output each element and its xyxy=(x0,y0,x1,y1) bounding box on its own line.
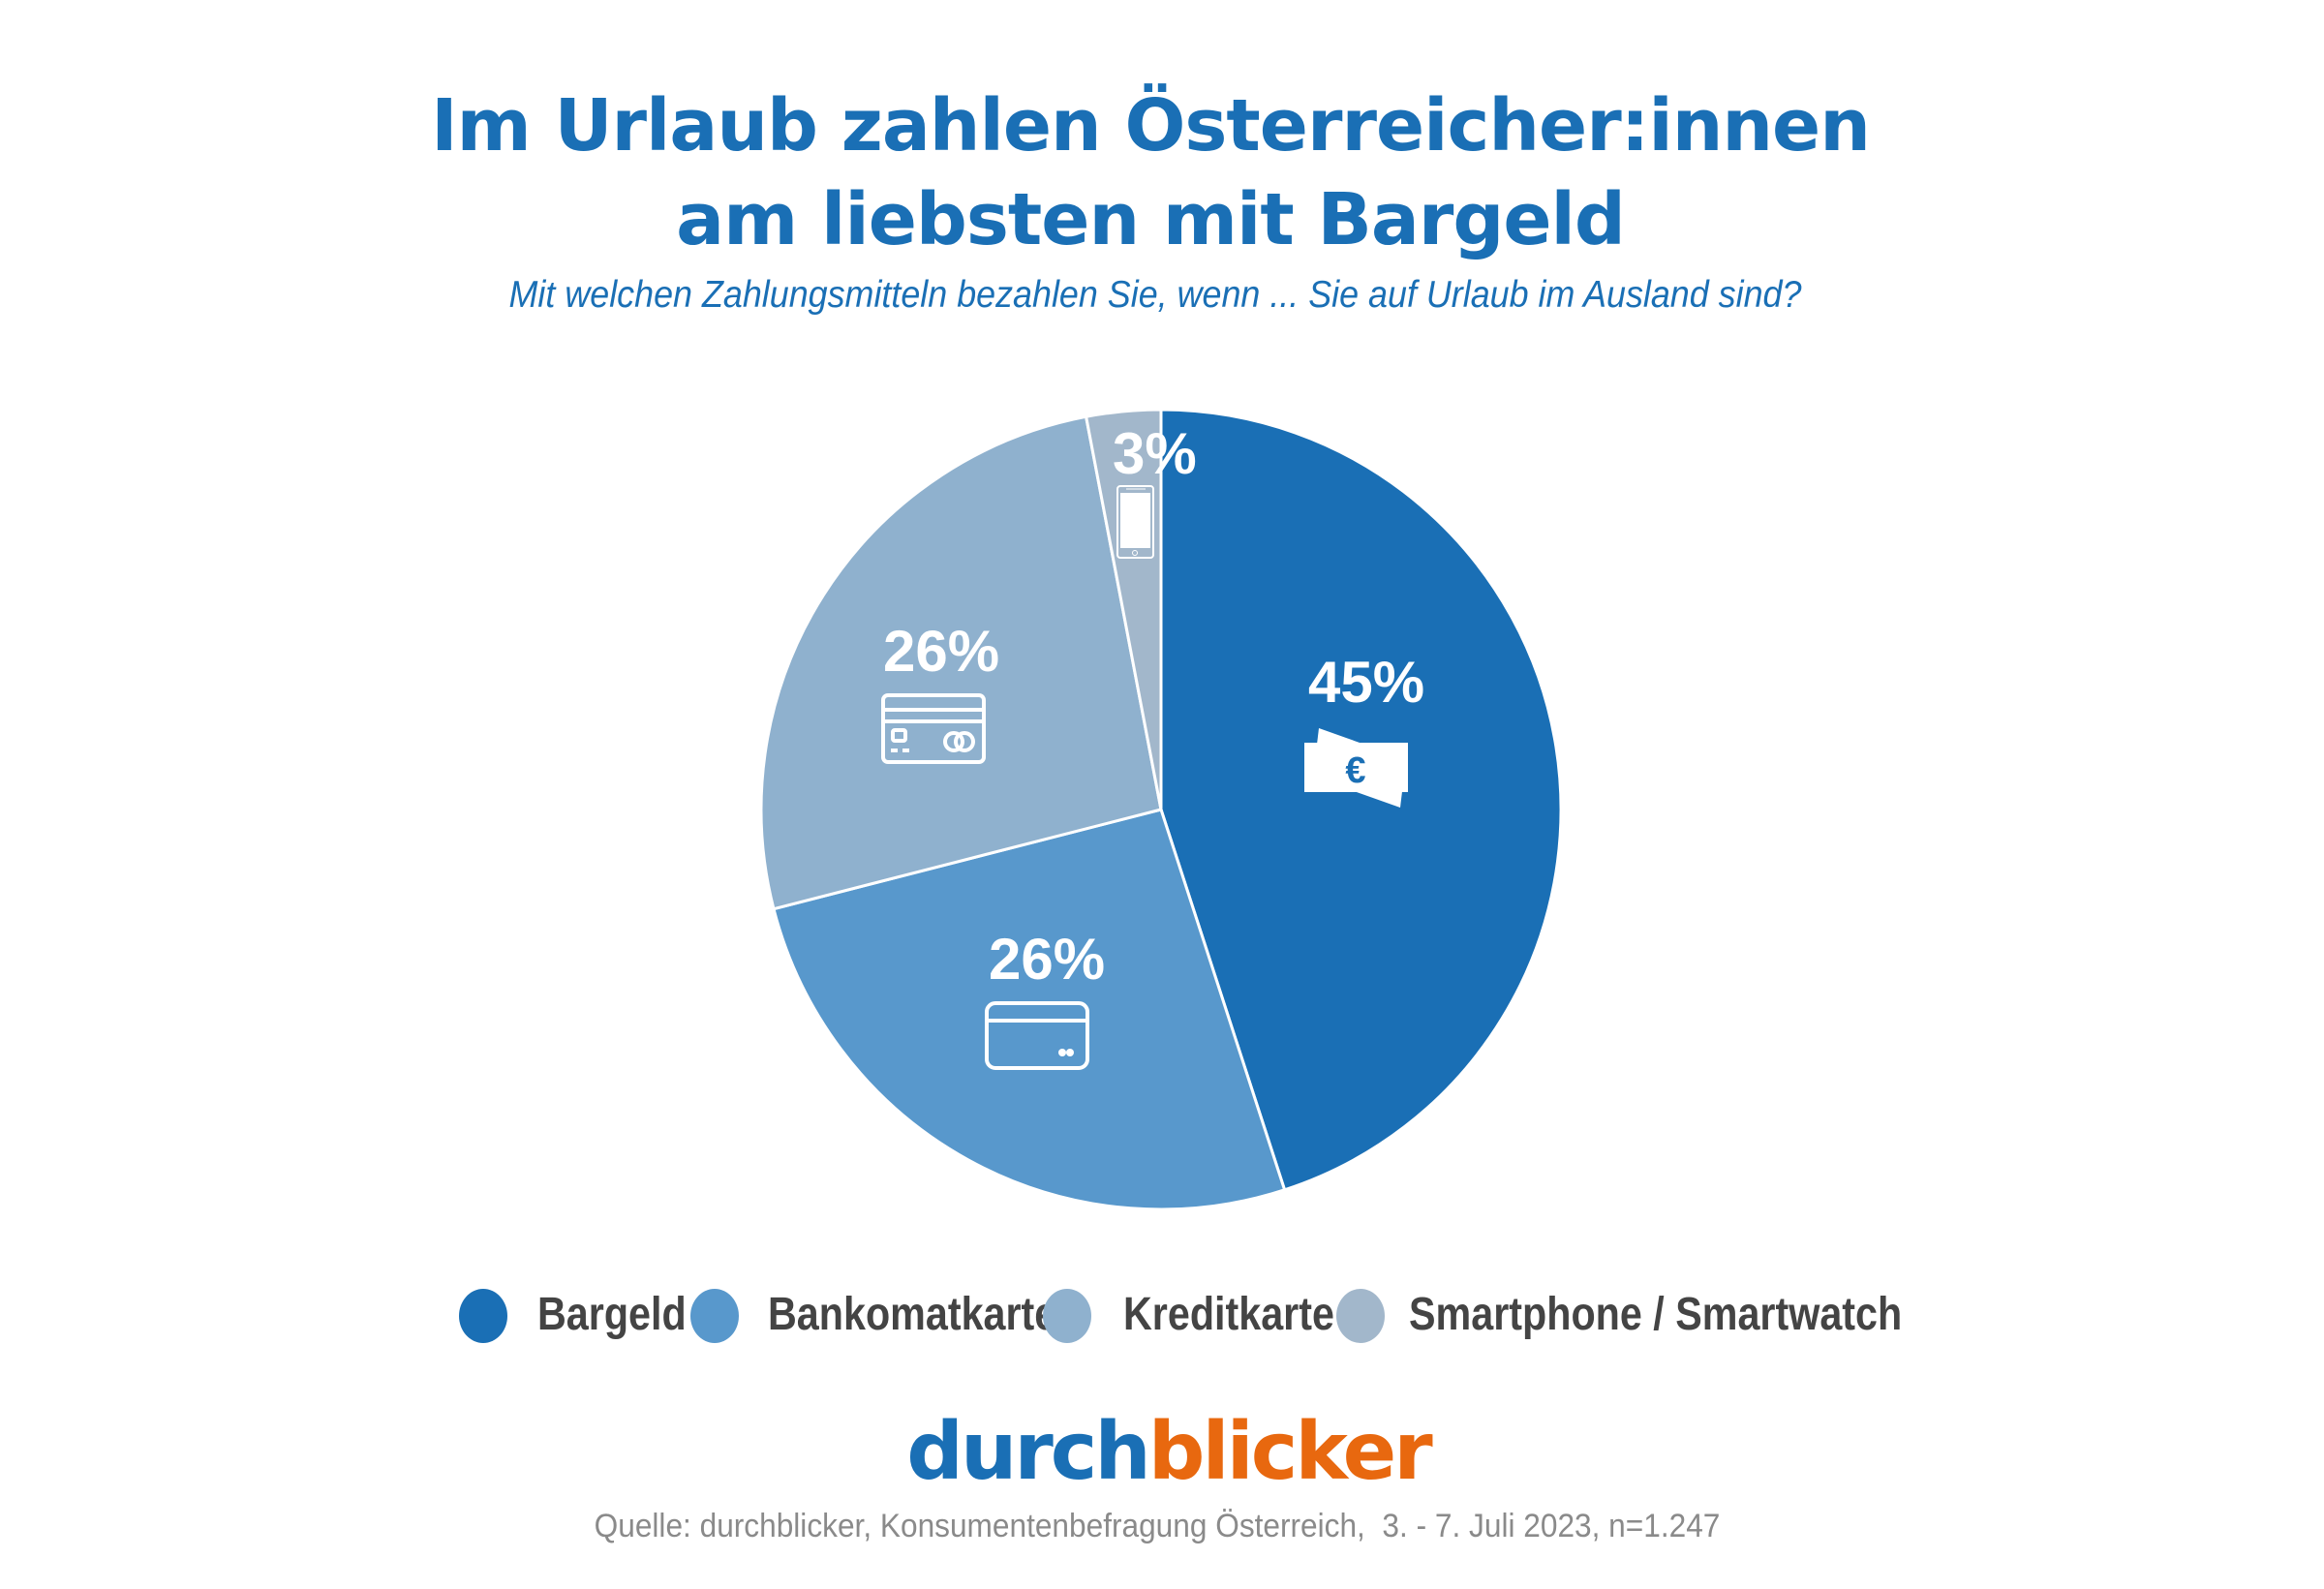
legend-swatch xyxy=(690,1289,739,1343)
legend-label: Kreditkarte xyxy=(1123,1289,1334,1340)
chart-legend: Bargeld Bankomatkarte Kreditkarte Smartp… xyxy=(0,1289,2324,1347)
pie-slice-bankomatkarte xyxy=(772,808,1287,1211)
legend-swatch xyxy=(1336,1289,1385,1343)
legend-swatch xyxy=(459,1289,507,1343)
chart-subtitle: Mit welchen Zahlungsmitteln bezahlen Sie… xyxy=(508,274,1802,316)
logo-part-blicker: blicker xyxy=(1147,1406,1433,1498)
credit-card-icon xyxy=(881,693,986,764)
slice-value-kreditkarte: 26% xyxy=(883,619,1000,684)
pie-slice-kreditkarte xyxy=(759,414,1163,911)
slice-value-smartphone: 3% xyxy=(1113,421,1197,486)
pie-slice-bargeld xyxy=(1159,408,1563,1192)
legend-swatch xyxy=(1043,1289,1091,1343)
chart-title-line-1: Im Urlaub zahlen Österreicher:innen xyxy=(431,84,1871,168)
legend-label: Bargeld xyxy=(537,1289,687,1340)
slice-value-bankomatkarte: 26% xyxy=(989,927,1106,992)
logo-part-durch: durch xyxy=(906,1406,1150,1498)
debit-card-icon xyxy=(985,1001,1089,1070)
slice-value-bargeld: 45% xyxy=(1308,650,1425,715)
chart-title-line-2: am liebsten mit Bargeld xyxy=(676,178,1626,261)
legend-label: Bankomatkarte xyxy=(768,1289,1057,1340)
euro-banknote-icon: € xyxy=(1304,728,1408,808)
legend-label: Smartphone / Smartwatch xyxy=(1409,1289,1903,1340)
durchblicker-logo: durchblicker xyxy=(0,1406,2324,1499)
smartphone-icon xyxy=(1116,485,1154,559)
svg-text:€: € xyxy=(1345,750,1365,791)
source-note: Quelle: durchblicker, Konsumentenbefragu… xyxy=(594,1508,1721,1544)
